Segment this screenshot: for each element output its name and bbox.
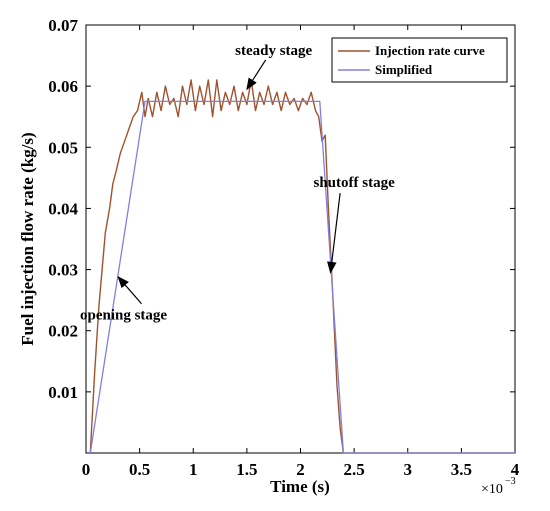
y-tick-label: 0.02 (48, 322, 78, 341)
series-line-1 (89, 100, 515, 454)
annotation-arrow (327, 192, 341, 274)
x-tick-label: 0.5 (129, 460, 150, 479)
annotation-label: shutoff stage (314, 175, 396, 191)
annotations: steady stage opening stage shutoff stage (80, 43, 395, 324)
series-layer (89, 79, 515, 454)
x-exponent-power: −3 (505, 476, 516, 487)
x-tick-label: 0 (82, 460, 91, 479)
ticks (85, 24, 516, 453)
series-line-0 (89, 79, 515, 454)
plot-area (85, 24, 516, 454)
x-axis-label: Time (s) (270, 477, 330, 496)
annotation-arrow (117, 276, 142, 305)
x-tick-label: 2.5 (344, 460, 365, 479)
y-tick-label: 0.01 (48, 383, 78, 402)
legend: Injection rate curve Simplified (331, 37, 508, 83)
x-tick-label: 4 (511, 460, 520, 479)
legend-label-injection: Injection rate curve (375, 43, 485, 58)
y-axis-label: Fuel injection flow rate (kg/s) (18, 132, 37, 345)
legend-label-simplified: Simplified (375, 62, 433, 77)
x-tick-label: 1.5 (236, 460, 257, 479)
tick-labels: 0 0.5 1 1.5 2 2.5 3 3.5 4 0.01 0.02 0.03 0.04 0.05 0.0… (48, 16, 520, 479)
x-tick-label: 2 (296, 460, 305, 479)
x-tick-label: 3 (404, 460, 413, 479)
x-tick-label: 3.5 (451, 460, 472, 479)
x-tick-label: 1 (189, 460, 198, 479)
annotation-label: opening stage (80, 308, 167, 324)
annotation-arrow (246, 59, 267, 91)
y-tick-label: 0.04 (48, 199, 78, 218)
x-exponent: ×10 −3 (481, 476, 516, 497)
y-tick-label: 0.03 (48, 261, 78, 280)
legend-box (331, 37, 508, 83)
annotation-label: steady stage (235, 43, 312, 59)
y-tick-label: 0.07 (48, 16, 78, 35)
y-tick-label: 0.06 (48, 77, 78, 96)
x-exponent-base: ×10 (481, 482, 503, 497)
y-tick-label: 0.05 (48, 138, 78, 157)
